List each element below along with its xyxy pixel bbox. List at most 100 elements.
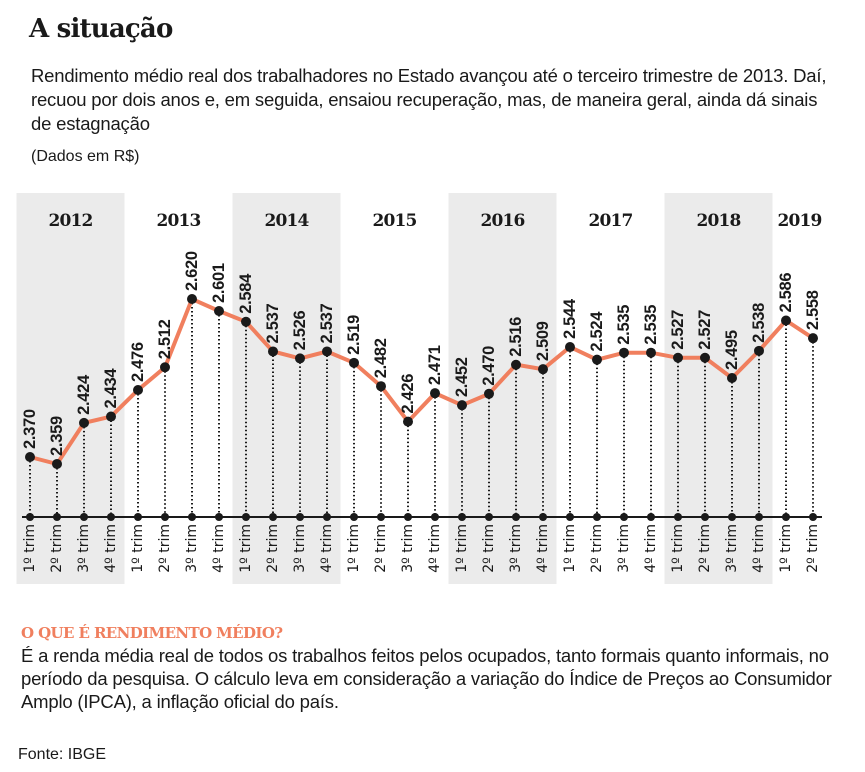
value-label: 2.470 xyxy=(480,346,498,386)
tick-label: 3º trim xyxy=(400,524,416,573)
tick-label: 4º trim xyxy=(319,524,335,573)
year-bands xyxy=(16,193,773,584)
year-band-2014 xyxy=(232,193,341,584)
data-point xyxy=(511,359,521,370)
note-body: É a renda média real de todos os trabalh… xyxy=(21,645,832,712)
value-label: 2.524 xyxy=(588,311,606,352)
value-label: 2.537 xyxy=(318,304,336,344)
value-label: 2.452 xyxy=(453,357,471,397)
value-label: 2.558 xyxy=(804,290,822,330)
data-point xyxy=(187,294,197,304)
axis-tick-dot xyxy=(107,513,115,521)
value-label: 2.519 xyxy=(345,315,363,355)
axis-tick-dot xyxy=(728,513,736,521)
value-label: 2.516 xyxy=(507,317,525,357)
data-point xyxy=(484,388,494,399)
tick-label: 2º trim xyxy=(265,524,281,573)
data-point xyxy=(565,342,575,353)
year-labels: 2012 2013 2014 2015 2016 2017 2018 2019 xyxy=(48,211,822,231)
axis-tick-dot xyxy=(458,513,466,521)
tick-label: 4º trim xyxy=(535,524,551,573)
tick-label: 2º trim xyxy=(481,524,497,573)
tick-label: 1º trim xyxy=(238,524,254,573)
unit-note: (Dados em R$) xyxy=(31,148,140,165)
x-axis xyxy=(22,513,822,521)
value-label: 2.495 xyxy=(723,330,741,370)
value-label: 2.584 xyxy=(237,273,255,314)
tick-label: 1º trim xyxy=(346,524,362,573)
tick-label: 4º trim xyxy=(103,524,119,573)
value-label: 2.509 xyxy=(534,321,552,361)
value-label: 2.434 xyxy=(102,368,120,409)
axis-tick-dot xyxy=(809,513,817,521)
axis-tick-dot xyxy=(539,513,547,521)
value-labels: 2.370 2.359 2.424 2.434 2.476 2.512 2.620 2.601… xyxy=(21,251,822,456)
data-point xyxy=(268,346,278,357)
data-point xyxy=(349,357,359,368)
tick-label: 1º trim xyxy=(778,524,794,573)
data-point xyxy=(808,333,818,344)
value-label: 2.527 xyxy=(669,310,687,350)
tick-label: 2º trim xyxy=(49,524,65,573)
tick-label: 4º trim xyxy=(643,524,659,573)
value-label: 2.544 xyxy=(561,298,579,339)
value-label: 2.527 xyxy=(696,310,714,350)
axis-tick-dot xyxy=(188,513,196,521)
tick-label: 3º trim xyxy=(508,524,524,573)
axis-tick-dot xyxy=(782,513,790,521)
year-label-2018: 2018 xyxy=(696,211,740,231)
tick-label: 1º trim xyxy=(454,524,470,573)
data-point xyxy=(52,458,62,469)
tick-label: 4º trim xyxy=(427,524,443,573)
data-points xyxy=(25,294,818,469)
value-label: 2.424 xyxy=(75,374,93,415)
data-point xyxy=(538,364,548,375)
data-point xyxy=(754,345,764,356)
tick-label: 2º trim xyxy=(589,524,605,573)
value-label: 2.535 xyxy=(642,305,660,345)
axis-tick-dot xyxy=(674,513,682,521)
axis-tick-dot xyxy=(134,513,142,521)
axis-tick-dot xyxy=(53,513,61,521)
data-point xyxy=(430,388,440,399)
value-label: 2.538 xyxy=(750,303,768,343)
data-point xyxy=(673,352,683,363)
data-point xyxy=(25,452,35,462)
data-point xyxy=(646,347,656,358)
axis-tick-dot xyxy=(323,513,331,521)
axis-tick-dot xyxy=(755,513,763,521)
value-label: 2.601 xyxy=(210,263,228,303)
axis-tick-dot xyxy=(404,513,412,521)
data-point xyxy=(457,400,467,411)
tick-label: 4º trim xyxy=(211,524,227,573)
axis-tick-dot xyxy=(161,513,169,521)
axis-tick-dot xyxy=(269,513,277,521)
tick-label: 2º trim xyxy=(373,524,389,573)
axis-tick-dot xyxy=(647,513,655,521)
value-label: 2.482 xyxy=(372,338,390,378)
chart-subtitle: Rendimento médio real dos trabalhadores … xyxy=(31,65,827,134)
chart-title: A situação xyxy=(29,14,173,44)
value-label: 2.526 xyxy=(291,310,309,350)
data-point xyxy=(781,315,791,326)
axis-tick-dot xyxy=(701,513,709,521)
axis-tick-dot xyxy=(26,513,34,521)
axis-tick-dot xyxy=(431,513,439,521)
tick-labels: 1º trim 2º trim 3º trim 4º trim 1º trim 2º tr… xyxy=(22,524,821,573)
axis-tick-dot xyxy=(350,513,358,521)
year-label-2019: 2019 xyxy=(777,211,821,231)
axis-tick-dot xyxy=(485,513,493,521)
value-label: 2.620 xyxy=(183,251,201,291)
value-label: 2.586 xyxy=(777,273,795,313)
tick-label: 2º trim xyxy=(697,524,713,573)
data-point xyxy=(592,354,602,365)
value-label: 2.535 xyxy=(615,305,633,345)
axis-tick-dot xyxy=(512,513,520,521)
data-point xyxy=(403,416,413,427)
drop-lines xyxy=(29,299,814,517)
data-point xyxy=(214,306,224,317)
year-label-2017: 2017 xyxy=(588,211,632,231)
year-label-2015: 2015 xyxy=(372,211,416,231)
year-label-2014: 2014 xyxy=(264,211,309,231)
